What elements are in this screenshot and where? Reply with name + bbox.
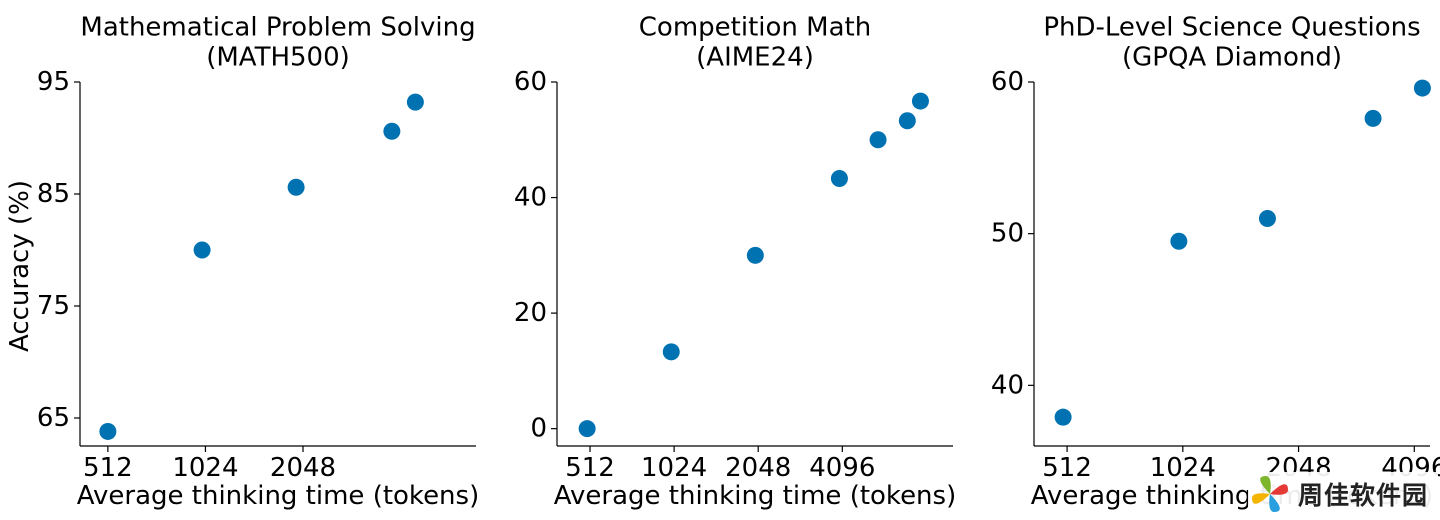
data-point — [193, 241, 211, 259]
y-tick-label: 95 — [37, 67, 70, 97]
data-point — [746, 246, 764, 264]
data-point — [406, 93, 424, 111]
data-point — [869, 131, 887, 149]
y-axis-label: Accuracy (%) — [5, 180, 35, 352]
data-point — [1258, 210, 1276, 227]
logo-petal-yellow — [1252, 493, 1270, 504]
x-tick-label: 2048 — [270, 453, 336, 483]
chart-title-line-2: (AIME24) — [696, 43, 814, 73]
data-point — [830, 169, 848, 187]
logo-petal-blue — [1269, 494, 1280, 512]
chart-panel-3: PhD-Level Science Questions(GPQA Diamond… — [991, 13, 1440, 512]
y-tick-label: 85 — [37, 179, 70, 209]
data-point — [898, 112, 916, 130]
y-tick-label: 60 — [514, 67, 547, 97]
data-point — [662, 343, 680, 361]
data-point — [99, 422, 117, 440]
chart-title-line-1: Competition Math — [639, 13, 871, 43]
x-tick-label: 1024 — [641, 453, 707, 483]
watermark-logo-icon — [1248, 472, 1292, 516]
data-point — [1170, 232, 1188, 250]
data-point — [1364, 109, 1382, 127]
x-tick-label: 1024 — [172, 453, 238, 483]
chart-panel-2: Competition Math(AIME24) 0 20 40 60 512 1024 20… — [514, 13, 956, 512]
chart-title-line-1: PhD-Level Science Questions — [1043, 13, 1420, 43]
watermark-text: 周佳软件园 — [1298, 481, 1429, 510]
x-tick-label: 1024 — [1150, 453, 1216, 483]
y-tick-label: 0 — [530, 414, 547, 444]
y-tick-label: 40 — [514, 183, 547, 213]
chart-title-line-2: (GPQA Diamond) — [1122, 43, 1342, 73]
x-axis-label: Average thinking time (tokens) — [77, 481, 479, 511]
watermark: 周佳软件园 — [1248, 472, 1438, 516]
logo-petal-green — [1260, 476, 1271, 494]
data-point — [911, 92, 929, 110]
y-tick-label: 60 — [991, 67, 1024, 97]
y-tick-label: 20 — [514, 298, 547, 328]
y-tick-label: 75 — [37, 291, 70, 321]
x-tick-label: 4096 — [809, 453, 875, 483]
chart-panel-1: Mathematical Problem Solving(MATH500) 65 7… — [5, 13, 479, 512]
data-point — [1413, 79, 1431, 97]
data-point — [383, 122, 401, 140]
chart-title-line-2: (MATH500) — [206, 43, 350, 73]
x-tick-label: 512 — [565, 453, 615, 483]
chart-title-line-1: Mathematical Problem Solving — [80, 13, 475, 43]
x-tick-label: 2048 — [725, 453, 791, 483]
x-tick-label: 512 — [1042, 453, 1092, 483]
x-axis-label: Average thinking time (tokens) — [554, 481, 956, 511]
data-point — [287, 178, 305, 196]
logo-petal-red — [1270, 484, 1288, 495]
y-tick-label: 65 — [37, 403, 70, 433]
x-tick-label: 512 — [83, 453, 133, 483]
data-point — [1054, 408, 1072, 426]
y-tick-label: 40 — [991, 370, 1024, 400]
y-tick-label: 50 — [991, 219, 1024, 249]
data-point — [578, 420, 596, 438]
